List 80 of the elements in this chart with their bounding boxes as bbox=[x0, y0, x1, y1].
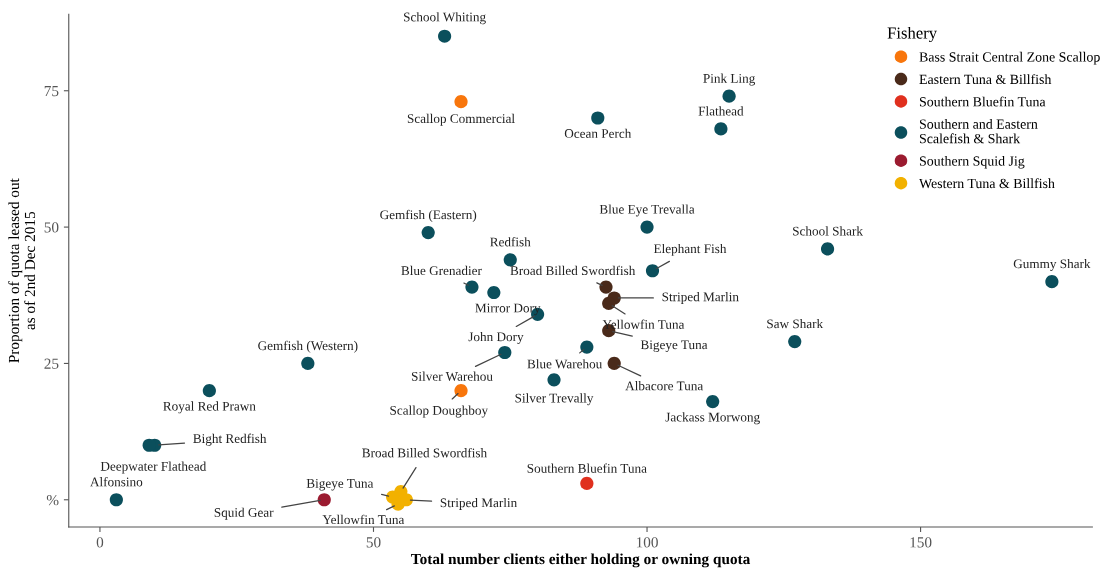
point bbox=[607, 356, 621, 371]
annotation: Bight Redfish bbox=[193, 433, 267, 446]
x-tick-label: 50 bbox=[366, 537, 381, 548]
point bbox=[503, 253, 517, 267]
legend-label: Southern and Eastern Scalefish & Shark bbox=[919, 118, 1038, 144]
annotation: Silver Trevally bbox=[515, 393, 594, 406]
point bbox=[487, 285, 501, 300]
annotation: Blue Eye Trevalla bbox=[599, 204, 695, 217]
y-tick-label: % bbox=[46, 494, 59, 506]
point bbox=[706, 395, 720, 409]
annotation: Blue Warehou bbox=[527, 359, 603, 369]
point bbox=[722, 89, 736, 103]
point bbox=[820, 242, 835, 256]
point bbox=[1045, 275, 1059, 289]
annotation: Blue Grenadier bbox=[401, 265, 482, 276]
point bbox=[580, 476, 594, 490]
annotation: Redfish bbox=[490, 237, 531, 247]
annotation: Alfonsino bbox=[90, 476, 143, 487]
annotation: Royal Red Prawn bbox=[163, 401, 256, 414]
point bbox=[640, 220, 654, 234]
annotation: Saw Shark bbox=[767, 318, 824, 329]
x-tick-label: 150 bbox=[910, 537, 932, 548]
annotation: Gemfish (Eastern) bbox=[380, 209, 477, 222]
point bbox=[109, 493, 123, 507]
annotation: Yellowfin Tuna bbox=[322, 514, 405, 525]
annotation: Silver Warehou bbox=[411, 371, 493, 381]
point bbox=[438, 29, 452, 43]
point bbox=[591, 111, 605, 125]
annotation: Pink Ling bbox=[703, 73, 756, 86]
annotation: John Dory bbox=[468, 331, 524, 344]
legend-label: Bass Strait Central Zone Scallop bbox=[919, 51, 1100, 65]
point bbox=[421, 225, 435, 240]
annotation: Broad Billed Swordfish bbox=[362, 447, 487, 458]
point bbox=[317, 493, 331, 507]
legend-label: Southern Bluefin Tuna bbox=[919, 96, 1046, 107]
annotation: Broad Billed Swordfish bbox=[510, 265, 636, 276]
annotation: School Whiting bbox=[404, 12, 486, 25]
x-axis-title: Total number clients either holding or owning quota bbox=[411, 553, 751, 568]
annotation: Gemfish (Western) bbox=[258, 340, 358, 353]
point bbox=[202, 384, 216, 398]
annotation: Gummy Shark bbox=[1013, 258, 1091, 271]
y-axis-title: Proportion of quota leased out as of 2nd Dec 2015 bbox=[8, 178, 36, 363]
annotation: Striped Marlin bbox=[662, 292, 739, 304]
annotation: School Shark bbox=[793, 226, 863, 236]
annotation: Scallop Doughboy bbox=[390, 405, 489, 418]
point bbox=[602, 296, 616, 311]
annotation: Flathead bbox=[698, 106, 744, 116]
annotation: Deepwater Flathead bbox=[100, 461, 207, 474]
point bbox=[498, 345, 512, 360]
legend-label: Southern Squid Jig bbox=[919, 155, 1025, 169]
y-tick-label: 75 bbox=[44, 86, 59, 97]
annotation: Squid Gear bbox=[214, 507, 274, 520]
x-tick-label: 0 bbox=[96, 537, 104, 548]
legend-title: Fishery bbox=[887, 26, 938, 43]
legend-label: Western Tuna & Billfish bbox=[919, 178, 1055, 189]
annotation: Ocean Perch bbox=[564, 128, 632, 138]
point bbox=[580, 340, 594, 354]
y-tick-label: 50 bbox=[44, 222, 59, 233]
x-tick-label: 100 bbox=[636, 537, 658, 548]
annotation: Scallop Commercial bbox=[407, 113, 515, 126]
point bbox=[599, 280, 613, 294]
point bbox=[788, 335, 802, 349]
annotation: Albacore Tuna bbox=[625, 381, 704, 391]
annotation: Bigeye Tuna bbox=[640, 340, 708, 352]
y-tick-label: 25 bbox=[44, 358, 59, 369]
point bbox=[465, 280, 479, 294]
annotation: Striped Marlin bbox=[440, 497, 517, 510]
annotation: Southern Bluefin Tuna bbox=[527, 463, 647, 473]
point bbox=[391, 497, 405, 511]
point bbox=[547, 373, 561, 387]
point bbox=[454, 384, 468, 398]
annotation: Elephant Fish bbox=[653, 243, 727, 256]
annotation: Mirror Dory bbox=[475, 303, 541, 316]
legend-label: Eastern Tuna & Billfish bbox=[919, 74, 1052, 85]
point bbox=[301, 356, 315, 371]
annotation: Bigeye Tuna bbox=[306, 478, 374, 491]
point bbox=[714, 122, 728, 136]
point bbox=[454, 95, 468, 109]
point bbox=[645, 264, 660, 278]
annotation: Jackass Morwong bbox=[665, 412, 760, 425]
